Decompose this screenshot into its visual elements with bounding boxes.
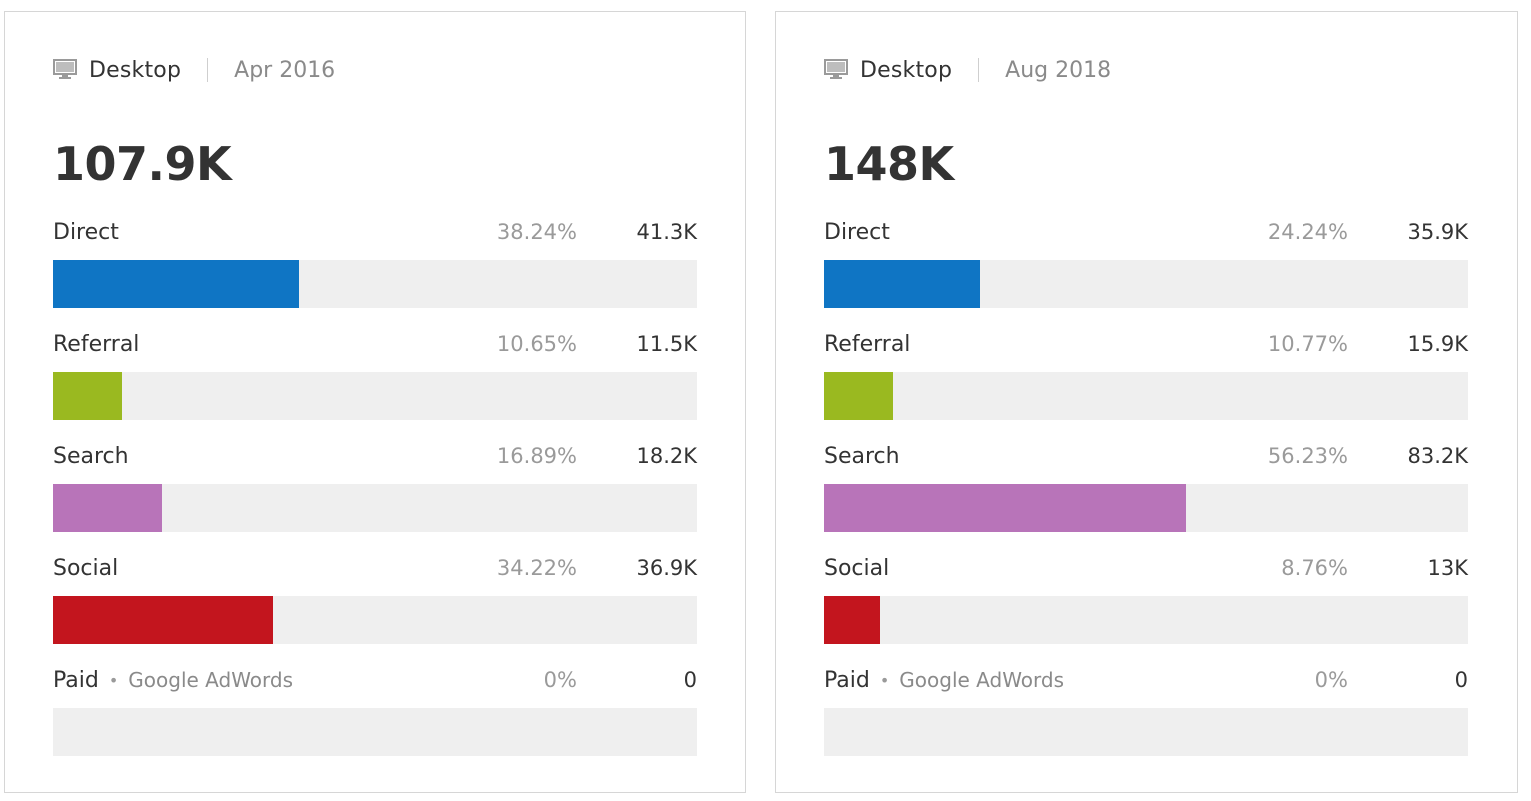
row-label-wrap: Social xyxy=(53,551,118,585)
total-visits: 107.9K xyxy=(53,137,232,191)
row-label-wrap: Search xyxy=(53,439,129,473)
row-direct: Direct 38.24% 41.3K xyxy=(53,215,697,315)
data-label-percent: 0% xyxy=(543,668,577,692)
bar-track xyxy=(824,596,1468,644)
source-label: Search xyxy=(53,443,129,469)
row-label-wrap: Referral xyxy=(824,327,910,361)
data-label-percent: 38.24% xyxy=(496,220,577,244)
bar-direct xyxy=(824,260,981,308)
data-label-value: 15.9K xyxy=(1407,332,1468,356)
data-label-value: 0 xyxy=(1454,668,1468,692)
bar-track xyxy=(824,708,1468,756)
data-label-percent: 24.24% xyxy=(1267,220,1348,244)
row-label-wrap: Search xyxy=(824,439,900,473)
source-sublabel: Google AdWords xyxy=(899,668,1065,692)
row-direct: Direct 24.24% 35.9K xyxy=(824,215,1468,315)
source-label: Paid xyxy=(824,667,870,693)
row-search: Search 16.89% 18.2K xyxy=(53,439,697,539)
data-label-percent: 34.22% xyxy=(496,556,577,580)
row-label-wrap: Direct xyxy=(53,215,119,249)
data-label-percent: 10.77% xyxy=(1267,332,1348,356)
total-visits: 148K xyxy=(824,137,954,191)
bar-search xyxy=(53,484,162,532)
row-label-wrap: Direct xyxy=(824,215,890,249)
bar-search xyxy=(824,484,1187,532)
source-label: Referral xyxy=(824,331,911,357)
row-referral: Referral 10.65% 11.5K xyxy=(53,327,697,427)
row-paid: Paid • Google AdWords 0% 0 xyxy=(824,663,1468,763)
data-label-value: 36.9K xyxy=(636,556,697,580)
data-label-percent: 10.65% xyxy=(496,332,577,356)
data-label-value: 13K xyxy=(1427,556,1469,580)
row-label-wrap: Referral xyxy=(53,327,139,361)
device-label: Desktop xyxy=(89,57,182,83)
bar-track xyxy=(53,260,697,308)
bar-track xyxy=(53,708,697,756)
header-separator xyxy=(207,58,209,82)
row-label-wrap: Paid • Google AdWords xyxy=(824,663,1064,697)
bullet-separator: • xyxy=(879,670,890,690)
row-label-wrap: Paid • Google AdWords xyxy=(53,663,293,697)
bar-direct xyxy=(53,260,300,308)
bar-track xyxy=(824,260,1468,308)
data-label-value: 41.3K xyxy=(636,220,697,244)
header-separator xyxy=(978,58,980,82)
source-label: Search xyxy=(824,443,900,469)
traffic-panel-aug-2018: Desktop Aug 2018 148K Direct 24.24% 35.9K R… xyxy=(775,11,1518,793)
row-social: Social 34.22% 36.9K xyxy=(53,551,697,651)
source-label: Direct xyxy=(53,219,119,245)
data-label-percent: 56.23% xyxy=(1267,444,1348,468)
period-label: Apr 2016 xyxy=(234,57,336,83)
row-paid: Paid • Google AdWords 0% 0 xyxy=(53,663,697,763)
device-label: Desktop xyxy=(860,57,953,83)
data-label-percent: 0% xyxy=(1314,668,1348,692)
bar-track xyxy=(53,372,697,420)
data-label-value: 18.2K xyxy=(636,444,697,468)
data-label-value: 83.2K xyxy=(1407,444,1468,468)
data-label-value: 11.5K xyxy=(636,332,697,356)
bar-social xyxy=(824,596,881,644)
data-label-value: 35.9K xyxy=(1407,220,1468,244)
panel-header: Desktop Apr 2016 xyxy=(53,56,335,84)
source-label: Direct xyxy=(824,219,890,245)
row-search: Search 56.23% 83.2K xyxy=(824,439,1468,539)
source-label: Social xyxy=(824,555,890,581)
source-label: Social xyxy=(53,555,119,581)
bar-social xyxy=(53,596,274,644)
row-social: Social 8.76% 13K xyxy=(824,551,1468,651)
data-label-percent: 8.76% xyxy=(1281,556,1348,580)
bar-referral xyxy=(824,372,894,420)
bar-track xyxy=(53,596,697,644)
data-label-value: 0 xyxy=(683,668,697,692)
traffic-panel-apr-2016: Desktop Apr 2016 107.9K Direct 38.24% 41.3… xyxy=(4,11,746,793)
source-label: Paid xyxy=(53,667,99,693)
row-referral: Referral 10.77% 15.9K xyxy=(824,327,1468,427)
period-label: Aug 2018 xyxy=(1005,57,1112,83)
row-label-wrap: Social xyxy=(824,551,889,585)
source-label: Referral xyxy=(53,331,140,357)
bar-track xyxy=(53,484,697,532)
bar-track xyxy=(824,372,1468,420)
panel-header: Desktop Aug 2018 xyxy=(824,56,1111,84)
data-label-percent: 16.89% xyxy=(496,444,577,468)
bar-track xyxy=(824,484,1468,532)
bar-referral xyxy=(53,372,122,420)
desktop-monitor-icon xyxy=(53,59,77,79)
bullet-separator: • xyxy=(108,670,119,690)
desktop-monitor-icon xyxy=(824,59,848,79)
source-sublabel: Google AdWords xyxy=(128,668,294,692)
